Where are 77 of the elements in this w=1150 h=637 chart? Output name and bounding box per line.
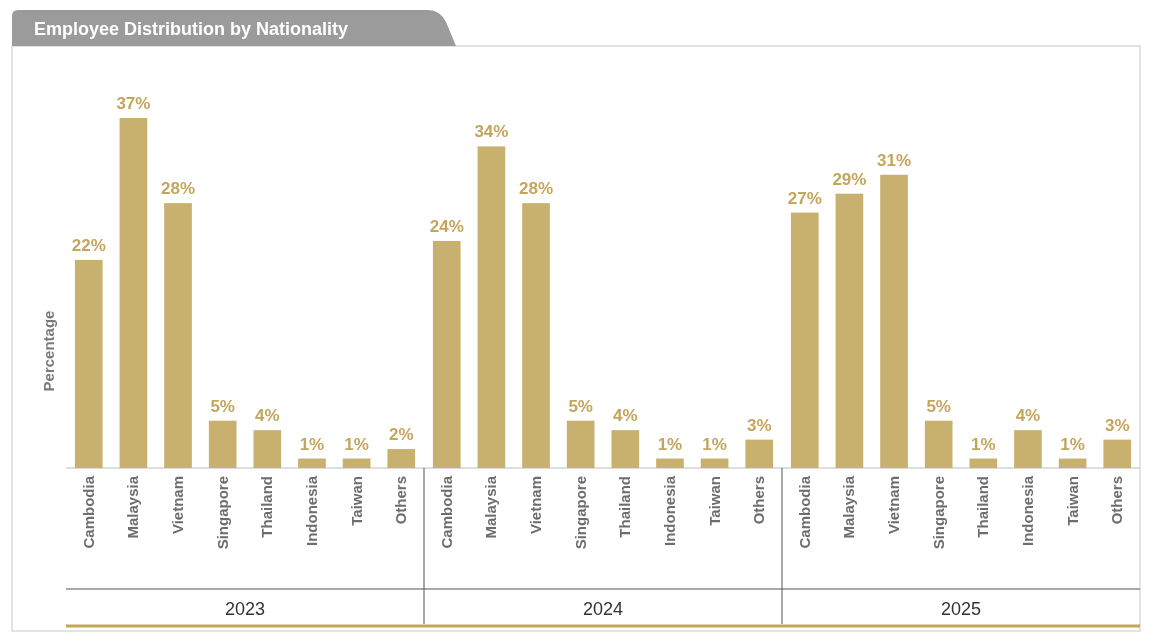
x-tick-label: Malaysia: [124, 475, 142, 539]
bar: [835, 193, 864, 468]
data-label: 2%: [388, 425, 414, 445]
bar: [432, 240, 461, 468]
bar: [790, 212, 819, 468]
bar: [342, 458, 371, 468]
data-label: 3%: [746, 415, 772, 435]
bar: [656, 458, 684, 468]
bar: [164, 203, 192, 468]
x-tick-label: Indonesia: [1018, 475, 1036, 547]
data-label: 1%: [702, 434, 727, 454]
data-label: 27%: [787, 188, 822, 208]
data-label: 4%: [255, 406, 280, 426]
x-tick-label: Malaysia: [482, 475, 500, 539]
x-tick-label: Taiwan: [347, 476, 365, 526]
x-axis-title: 2023: [224, 599, 266, 619]
x-axis-title: 2024: [582, 599, 624, 619]
data-label: 1%: [299, 434, 325, 454]
x-tick-label: Others: [1108, 476, 1126, 525]
data-label: 1%: [1060, 434, 1085, 454]
data-label: 28%: [161, 179, 196, 199]
x-tick-label: Thailand: [258, 476, 276, 538]
data-label: 1%: [657, 434, 683, 454]
bar: [566, 420, 595, 468]
bar: [74, 259, 103, 468]
bar: [745, 439, 774, 468]
data-label: 24%: [429, 216, 464, 236]
x-tick-label: Thailand: [974, 476, 992, 538]
x-tick-label: Others: [750, 476, 768, 525]
chart-title: Employee Distribution by Nationality: [34, 19, 349, 39]
x-tick-label: Vietnam: [527, 476, 545, 535]
x-tick-label: Malaysia: [840, 475, 858, 539]
bar: [880, 174, 908, 468]
x-tick-label: Cambodia: [437, 475, 455, 549]
x-tick-label: Thailand: [616, 476, 634, 538]
x-tick-label: Cambodia: [79, 475, 97, 549]
data-label: 1%: [971, 434, 996, 454]
data-label: 1%: [344, 434, 369, 454]
data-label: 3%: [1104, 415, 1130, 435]
x-axis-title: 2025: [940, 599, 982, 619]
x-tick-label: Indonesia: [660, 475, 678, 547]
data-label: 29%: [832, 169, 867, 189]
bar: [700, 458, 729, 468]
x-tick-label: Taiwan: [705, 476, 723, 526]
y-axis-title: Percentage: [40, 310, 57, 392]
data-label: 28%: [519, 179, 554, 199]
bar: [522, 203, 550, 468]
bar: [1014, 430, 1042, 468]
x-tick-label: Cambodia: [795, 475, 813, 549]
data-label: 5%: [926, 396, 951, 416]
bar: [298, 458, 326, 468]
bar: [208, 420, 237, 468]
data-label: 5%: [568, 396, 593, 416]
data-label: 4%: [1015, 406, 1041, 426]
bar: [387, 449, 416, 468]
bar: [119, 118, 148, 468]
bar: [1103, 439, 1132, 468]
x-tick-label: Singapore: [929, 476, 947, 550]
bar: [924, 420, 953, 468]
data-label: 4%: [613, 406, 638, 426]
data-label: 5%: [210, 396, 235, 416]
data-label: 22%: [71, 235, 106, 255]
data-label: 31%: [877, 150, 912, 170]
data-label: 34%: [474, 122, 509, 142]
x-tick-label: Singapore: [571, 476, 589, 550]
x-tick-label: Singapore: [213, 476, 231, 550]
bar: [969, 458, 998, 468]
bar: [1058, 458, 1087, 468]
data-label: 37%: [116, 94, 151, 113]
x-tick-label: Vietnam: [885, 476, 903, 535]
bar: [253, 430, 282, 468]
x-tick-label: Vietnam: [169, 476, 187, 535]
x-tick-label: Indonesia: [302, 475, 320, 547]
bar: [477, 146, 506, 468]
bar: [611, 430, 640, 468]
x-tick-label: Taiwan: [1063, 476, 1081, 526]
x-tick-label: Others: [392, 476, 410, 525]
